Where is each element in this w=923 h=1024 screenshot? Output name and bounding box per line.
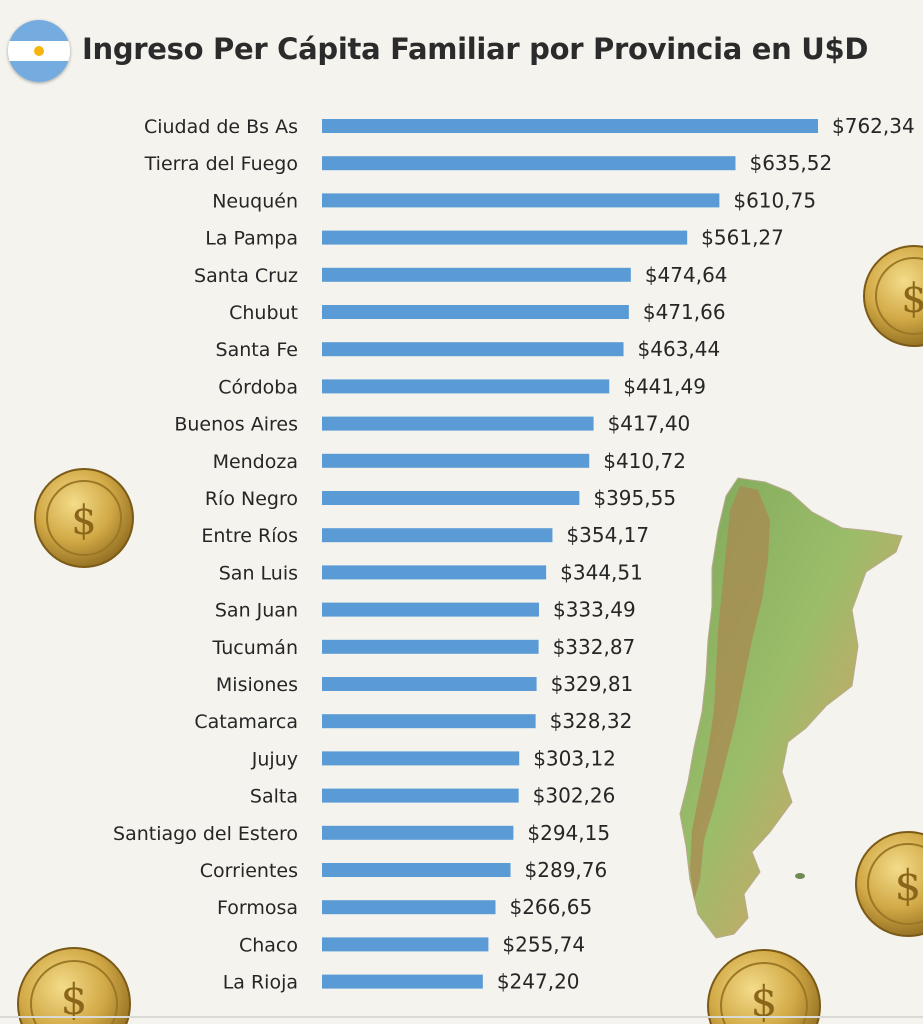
- bar: [322, 416, 594, 431]
- value-label: $354,17: [566, 523, 649, 547]
- bar: [322, 305, 629, 319]
- value-label: $329,81: [551, 672, 634, 696]
- malvinas-islands: [795, 873, 805, 879]
- coin-icon: $: [34, 468, 134, 568]
- value-label: $303,12: [533, 746, 616, 770]
- svg-text:$: $: [895, 861, 922, 910]
- bar: [322, 342, 624, 357]
- category-label: Catamarca: [194, 711, 298, 733]
- category-label: Neuquén: [212, 190, 298, 212]
- value-label: $266,65: [509, 895, 592, 919]
- coin-icon: $: [17, 947, 131, 1024]
- category-label: Río Negro: [205, 488, 298, 510]
- value-label: $332,87: [553, 635, 636, 659]
- bar: [322, 937, 489, 952]
- bar: [322, 528, 553, 543]
- value-label: $474,64: [645, 263, 728, 287]
- category-label: Salta: [250, 786, 298, 808]
- bar: [322, 751, 520, 766]
- bar: [322, 863, 511, 877]
- bar: [322, 677, 537, 691]
- header: Ingreso Per Cápita Familiar por Provinci…: [0, 12, 923, 92]
- value-label: $463,44: [638, 337, 721, 361]
- bar: [322, 639, 539, 654]
- category-label: Misiones: [216, 674, 298, 696]
- value-label: $328,32: [550, 709, 633, 733]
- category-label: Tucumán: [212, 637, 298, 659]
- category-label: Chaco: [239, 934, 298, 956]
- category-label: Tierra del Fuego: [144, 153, 298, 175]
- bar: [322, 974, 483, 989]
- bar: [322, 714, 536, 729]
- category-label: La Rioja: [223, 972, 298, 994]
- value-label: $410,72: [603, 449, 686, 473]
- category-label: Santiago del Estero: [113, 823, 298, 845]
- bar: [322, 267, 631, 282]
- value-label: $247,20: [497, 970, 580, 994]
- value-label: $294,15: [527, 821, 610, 845]
- category-label: San Luis: [219, 562, 298, 584]
- bar: [322, 379, 610, 394]
- bar: [322, 230, 688, 245]
- value-label: $471,66: [643, 300, 726, 324]
- value-label: $417,40: [608, 412, 691, 436]
- value-label: $302,26: [533, 784, 616, 808]
- category-label: La Pampa: [205, 228, 298, 250]
- coin-icon: $: [863, 245, 923, 347]
- category-label: Mendoza: [213, 451, 298, 473]
- bar: [322, 900, 496, 915]
- svg-text:$: $: [71, 498, 96, 544]
- category-label: Formosa: [217, 897, 298, 919]
- category-label: Jujuy: [251, 748, 298, 770]
- category-label: Corrientes: [200, 860, 298, 882]
- bar: [322, 193, 720, 208]
- value-label: $635,52: [749, 151, 832, 175]
- value-label: $289,76: [525, 858, 608, 882]
- argentina-flag-icon: [8, 20, 70, 82]
- bar: [322, 119, 818, 133]
- category-label: Santa Fe: [216, 339, 298, 361]
- chart-title: Ingreso Per Cápita Familiar por Provinci…: [82, 32, 869, 66]
- category-label: Córdoba: [218, 376, 298, 398]
- value-label: $395,55: [593, 486, 676, 510]
- value-label: $561,27: [701, 226, 784, 250]
- bar: [322, 602, 539, 617]
- coin-icon: $: [855, 831, 923, 937]
- svg-text:$: $: [901, 276, 923, 322]
- value-label: $610,75: [733, 188, 816, 212]
- category-label: Chubut: [229, 302, 298, 324]
- value-label: $441,49: [623, 374, 706, 398]
- category-label: Entre Ríos: [201, 525, 298, 547]
- bar: [322, 491, 580, 505]
- svg-text:$: $: [61, 975, 88, 1024]
- bar: [322, 825, 514, 840]
- bar: [322, 565, 547, 580]
- category-label: Ciudad de Bs As: [144, 116, 298, 138]
- value-label: $762,34: [832, 114, 915, 138]
- value-label: $333,49: [553, 598, 636, 622]
- category-label: Buenos Aires: [174, 414, 298, 436]
- andes-relief: [690, 486, 770, 900]
- value-label: $344,51: [560, 560, 643, 584]
- value-label: $255,74: [502, 932, 585, 956]
- bar: [322, 788, 519, 803]
- category-label: San Juan: [215, 600, 298, 622]
- bottom-divider: [0, 1016, 923, 1018]
- category-label: Santa Cruz: [194, 265, 298, 287]
- bar: [322, 453, 590, 468]
- bar: [322, 156, 736, 171]
